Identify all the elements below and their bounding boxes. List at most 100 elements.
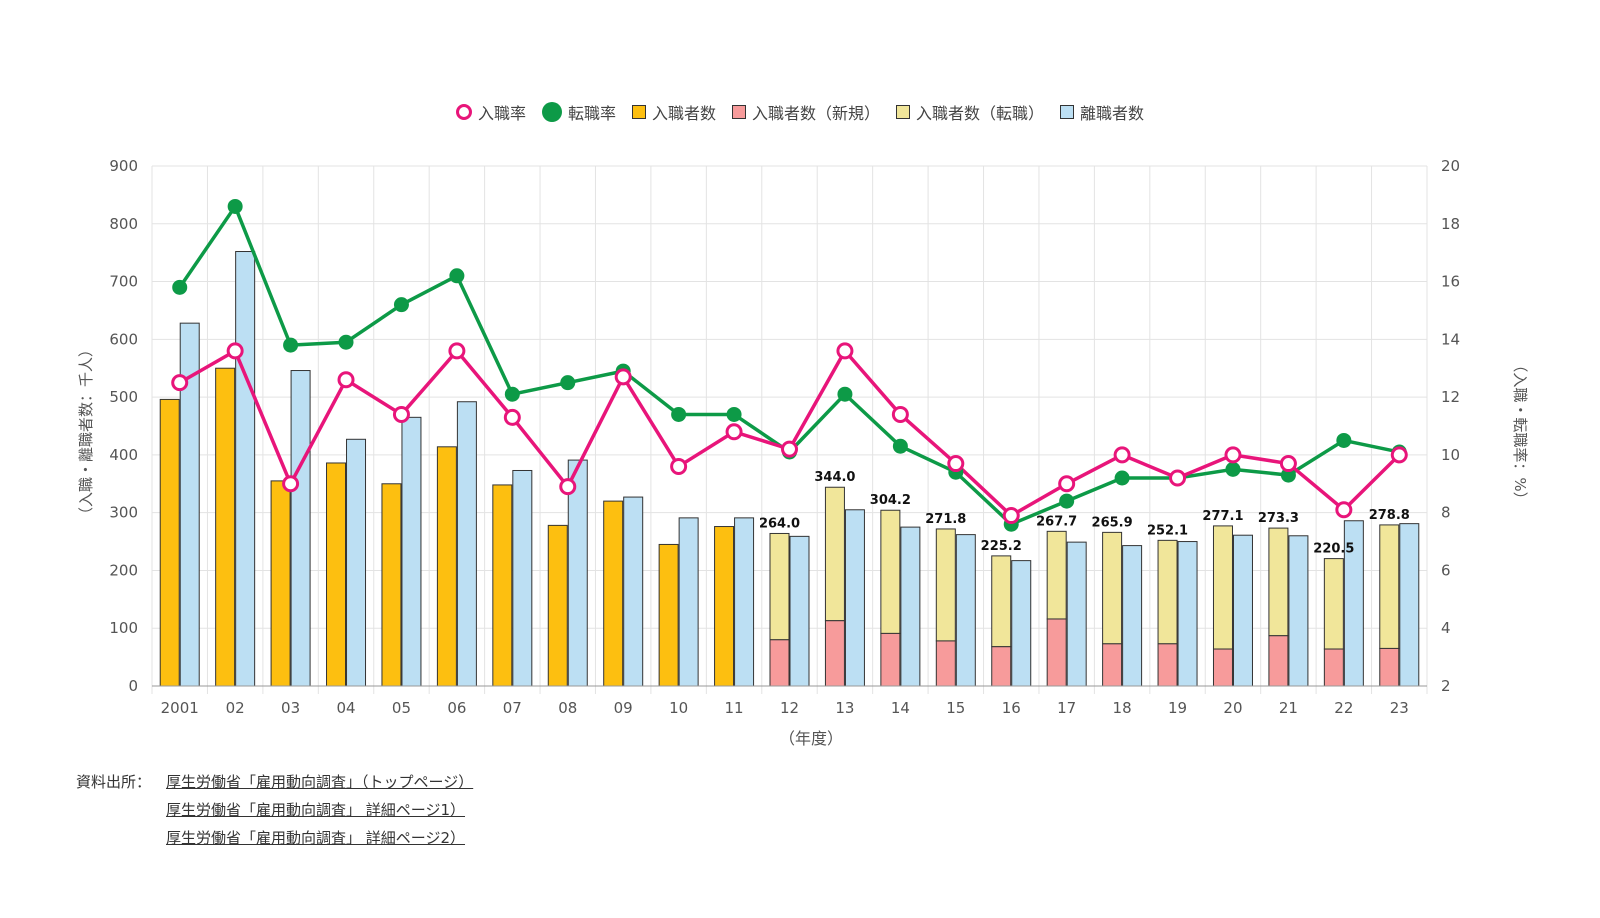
bar-series [159, 251, 1420, 687]
point-entry-rate [337, 371, 355, 389]
point-turnover-rate [338, 334, 354, 350]
data-label-hires-total: 271.8 [925, 512, 966, 527]
bar-separations [1288, 535, 1309, 687]
point-turnover-rate [283, 337, 299, 353]
x-tick-label: 10 [669, 699, 688, 717]
bar-hires-new [769, 639, 790, 687]
bar-hires-new [1268, 635, 1289, 687]
bar-separations [1122, 545, 1143, 687]
point-entry-rate [448, 342, 466, 360]
bar-hires-new [1157, 643, 1178, 687]
bar-separations [955, 534, 976, 687]
bar-separations [1232, 534, 1253, 687]
x-tick-label: 06 [447, 699, 466, 717]
bar-hires-job-change [1046, 530, 1067, 620]
point-entry-rate [614, 368, 632, 386]
legend-entry-rate[interactable]: 入職率 [455, 100, 526, 124]
bar-hires-job-change [1379, 524, 1400, 649]
square-swatch-icon [631, 105, 646, 119]
y-right-tick-label: 12 [1441, 388, 1460, 406]
point-entry-rate [1224, 446, 1242, 464]
point-entry-rate [947, 455, 965, 473]
legend-hires[interactable]: 入職者数 [631, 100, 716, 124]
x-tick-label: 05 [392, 699, 411, 717]
bar-separations [401, 416, 422, 687]
x-tick-label: 13 [835, 699, 854, 717]
data-label-hires-total: 273.3 [1258, 511, 1299, 526]
source-link-detail-2[interactable]: 厚生労働省「雇用動向調査」 詳細ページ2） [166, 829, 466, 847]
point-turnover-rate [172, 279, 188, 295]
x-tick-label: 04 [336, 699, 355, 717]
legend-label: 入職率 [477, 104, 526, 123]
bar-hires-new [824, 620, 845, 687]
bar-separations [1177, 541, 1198, 687]
x-tick-label: 08 [558, 699, 577, 717]
bar-hires [270, 480, 291, 687]
point-turnover-rate [1059, 493, 1075, 509]
source-link-top[interactable]: 厚生労働省「雇用動向調査」（トップページ） [166, 773, 474, 791]
bar-hires-job-change [824, 486, 845, 622]
bar-separations [512, 469, 533, 687]
point-turnover-rate [1336, 432, 1352, 448]
data-label-hires-total: 265.9 [1092, 515, 1133, 530]
x-tick-label: 19 [1168, 699, 1187, 717]
point-entry-rate [781, 440, 798, 458]
data-label-hires-total: 252.1 [1147, 523, 1188, 538]
bar-separations [456, 401, 477, 687]
y-left-tick-label: 200 [109, 561, 138, 579]
data-label-hires-total: 267.7 [1036, 514, 1077, 529]
line-markers [171, 198, 1408, 532]
legend-label: 入職者数（新規） [752, 104, 881, 123]
point-turnover-rate [1280, 467, 1296, 483]
y-right-tick-label: 14 [1441, 330, 1460, 348]
point-entry-rate [1169, 469, 1187, 487]
legend-label: 転職率 [567, 104, 616, 123]
x-tick-label: 17 [1057, 699, 1076, 717]
x-tick-label: 09 [614, 699, 633, 717]
bar-hires [658, 543, 679, 687]
x-tick-label: 03 [281, 699, 300, 717]
y-left-tick-label: 600 [109, 330, 138, 348]
x-tick-label: 2001 [161, 699, 199, 717]
point-entry-rate [282, 475, 300, 493]
bar-hires [159, 398, 180, 687]
bar-separations [789, 535, 810, 687]
square-swatch-icon [896, 105, 911, 119]
legend-hires-new[interactable]: 入職者数（新規） [732, 100, 880, 124]
data-label-hires-total: 264.0 [759, 516, 800, 531]
bar-hires-new [1212, 648, 1233, 687]
bar-hires [381, 483, 402, 687]
y-right-tick-label: 20 [1441, 157, 1460, 175]
x-tick-label: 23 [1390, 699, 1409, 717]
bar-separations [623, 496, 644, 687]
x-tick-label: 20 [1223, 699, 1242, 717]
filled-circle-icon [541, 102, 562, 122]
y-right-tick-label: 4 [1441, 619, 1451, 637]
bar-hires [215, 367, 236, 687]
source-link-detail-1[interactable]: 厚生労働省「雇用動向調査」 詳細ページ1） [166, 801, 466, 819]
point-turnover-rate [560, 375, 576, 391]
bar-hires-job-change [935, 528, 956, 642]
bar-hires-new [880, 632, 901, 687]
legend-label: 離職者数 [1080, 104, 1145, 123]
point-turnover-rate [227, 198, 243, 214]
legend-separations[interactable]: 離職者数 [1060, 100, 1144, 124]
legend-hires-job-change[interactable]: 入職者数（転職） [896, 100, 1044, 124]
x-tick-label: 16 [1002, 699, 1021, 717]
bar-hires-new [1102, 643, 1123, 687]
y-axis-right-title: （入職・転職率：%） [1511, 357, 1529, 506]
open-circle-icon [455, 104, 472, 120]
legend-turnover-rate[interactable]: 転職率 [541, 100, 616, 124]
data-label-hires-total: 278.8 [1369, 508, 1410, 523]
point-entry-rate [559, 478, 577, 496]
data-label-hires-total: 277.1 [1202, 509, 1243, 524]
point-turnover-rate [393, 297, 409, 313]
x-tick-label: 15 [946, 699, 965, 717]
legend: 入職率 転職率 入職者数 入職者数（新規） 入職者数（転職） 離職者数 [0, 100, 1600, 124]
bar-separations [346, 438, 367, 687]
x-tick-label: 22 [1334, 699, 1353, 717]
x-tick-label: 21 [1279, 699, 1298, 717]
y-right-tick-label: 18 [1441, 215, 1460, 233]
x-tick-label: 12 [780, 699, 799, 717]
